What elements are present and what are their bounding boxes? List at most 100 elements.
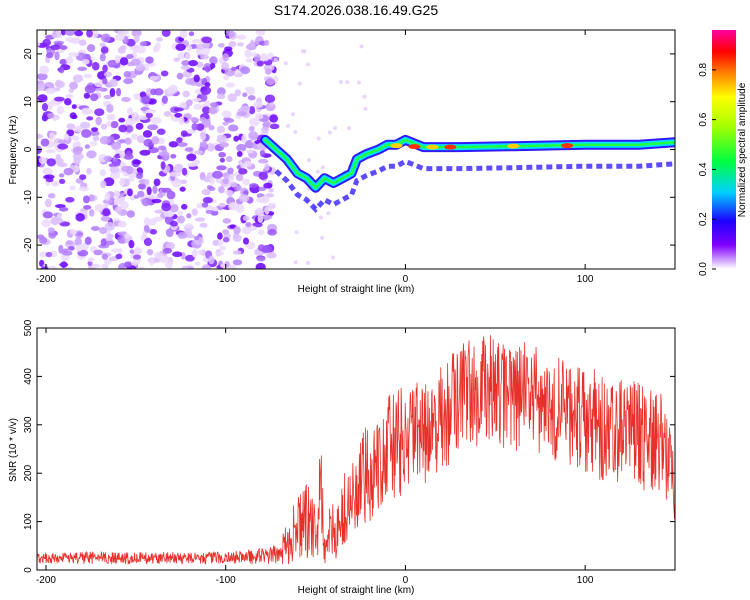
spectrogram-noise-blob [86, 44, 96, 53]
spectrogram-noise-blob [78, 39, 87, 46]
spectrogram-noise-blob [243, 160, 252, 167]
spectrogram-noise-blob [133, 93, 142, 100]
spectrogram-noise-blob [182, 90, 190, 98]
spectrogram-noise-blob [58, 244, 64, 254]
spectrogram-noise-blob [143, 224, 150, 233]
spectrogram-noise-blob [77, 66, 88, 72]
spectrogram-noise-blob [107, 233, 114, 239]
spectrogram-noise-blob [268, 187, 274, 193]
spectrogram-noise-blob [264, 206, 270, 215]
spectrogram-noise-blob [86, 150, 97, 159]
spectrogram-noise-blob [63, 167, 74, 176]
spectrogram-noise-blob [186, 153, 197, 162]
spectrogram-noise-blob [186, 213, 192, 219]
spectrogram-noise-blob [76, 231, 84, 237]
spectrogram-noise-blob [71, 114, 78, 120]
spectrogram-noise-blob [181, 265, 189, 269]
spectrogram-noise-field [37, 30, 368, 269]
spectrogram-noise-blob [188, 59, 198, 67]
spectrogram-hotspot [444, 144, 457, 150]
spectrogram-noise-blob [59, 45, 68, 50]
snr-x-ticks: -200 -100 0 100 [36, 328, 594, 586]
spectrogram-noise-blob [41, 219, 52, 228]
spectrogram-noise-blob [86, 116, 94, 121]
spectrogram-noise-blob [38, 236, 48, 245]
spectrogram-noise-blob [339, 79, 344, 84]
spectrogram-noise-blob [227, 190, 233, 198]
spectrogram-noise-blob [141, 231, 148, 240]
spectrogram-noise-blob [117, 220, 127, 228]
spectrogram-noise-blob [147, 218, 157, 226]
spectrogram-noise-blob [51, 181, 60, 187]
snr-x-tick-label: -100 [216, 575, 236, 586]
spectrogram-noise-blob [202, 196, 213, 204]
spectrogram-noise-blob [294, 230, 299, 235]
spectrogram-noise-blob [48, 192, 56, 199]
spectrogram-noise-blob [94, 81, 104, 88]
spectrogram-noise-blob [125, 124, 134, 133]
spectrogram-noise-blob [196, 43, 205, 50]
spectrogram-noise-blob [346, 126, 351, 131]
spectrogram-noise-blob [139, 41, 147, 47]
spectrogram-noise-blob [74, 237, 82, 247]
spectrogram-noise-blob [236, 143, 247, 152]
spectrogram-noise-blob [100, 215, 111, 222]
spectrogram-noise-blob [200, 86, 212, 95]
spectrogram-noise-blob [208, 255, 215, 265]
spectrogram-noise-blob [231, 66, 237, 71]
spectrogram-noise-blob [156, 37, 163, 42]
spectrogram-noise-blob [318, 215, 323, 220]
spectrogram-noise-blob [233, 135, 240, 142]
spectrogram-noise-blob [48, 231, 57, 239]
spectrogram-noise-blob [232, 250, 242, 255]
spectrogram-noise-blob [181, 203, 188, 210]
spectrogram-noise-blob [80, 121, 91, 129]
spectrogram-noise-blob [139, 149, 151, 156]
spectrogram-noise-blob [249, 39, 256, 47]
spectrogram-noise-blob [45, 178, 54, 183]
spectrogram-noise-blob [87, 257, 95, 262]
spectrogram-noise-blob [84, 236, 92, 245]
spectrogram-noise-blob [83, 204, 92, 210]
spectrogram-noise-blob [62, 248, 69, 253]
spectrogram-noise-blob [221, 110, 232, 118]
spectrogram-noise-blob [94, 108, 105, 117]
spectrogram-noise-blob [106, 113, 116, 121]
spectrogram-noise-blob [165, 228, 174, 238]
spectrogram-noise-blob [261, 244, 273, 254]
spectrogram-noise-blob [261, 126, 270, 134]
spectrogram-noise-blob [257, 229, 265, 236]
spectrogram-noise-blob [216, 125, 226, 134]
spectrogram-noise-blob [165, 260, 174, 269]
spectrogram-noise-blob [186, 162, 198, 167]
spectrogram-noise-blob [212, 206, 219, 212]
spectrogram-noise-blob [42, 167, 53, 176]
spectrogram-noise-blob [84, 144, 91, 149]
spectrogram-x-ticks: -200 -100 0 100 [36, 30, 594, 285]
chart-title: S174.2026.038.16.49.G25 [274, 2, 438, 18]
spectrogram-noise-blob [163, 210, 175, 218]
spectrogram-noise-blob [158, 151, 170, 157]
spectrogram-y-ticks: -20 -10 0 10 20 [23, 48, 675, 252]
spectrogram-noise-blob [262, 214, 273, 220]
colorbar-tick-label: 0.8 [698, 62, 709, 76]
spectrogram-noise-blob [331, 255, 336, 260]
spectrogram-noise-blob [69, 81, 79, 90]
spectrogram-noise-blob [66, 123, 76, 130]
snr-x-tick-label: 100 [577, 575, 594, 586]
colorbar-ticks: 0.0 0.2 0.4 0.6 0.8 [698, 62, 716, 276]
spectrogram-noise-blob [191, 248, 198, 258]
spectrogram-noise-blob [39, 65, 50, 75]
spectrogram-noise-blob [113, 190, 120, 199]
spectrogram-noise-blob [129, 249, 135, 254]
colorbar-tick-label: 0.6 [698, 112, 709, 126]
snr-x-tick-label: 0 [403, 575, 409, 586]
spectrogram-noise-blob [136, 172, 144, 180]
spectrogram-noise-blob [146, 248, 154, 256]
spectrogram-noise-blob [115, 253, 123, 260]
spectrogram-noise-blob [237, 174, 243, 182]
spectrogram-noise-blob [191, 208, 199, 216]
spectrogram-noise-blob [320, 235, 325, 240]
spectrogram-y-tick-label: 0 [23, 146, 34, 152]
